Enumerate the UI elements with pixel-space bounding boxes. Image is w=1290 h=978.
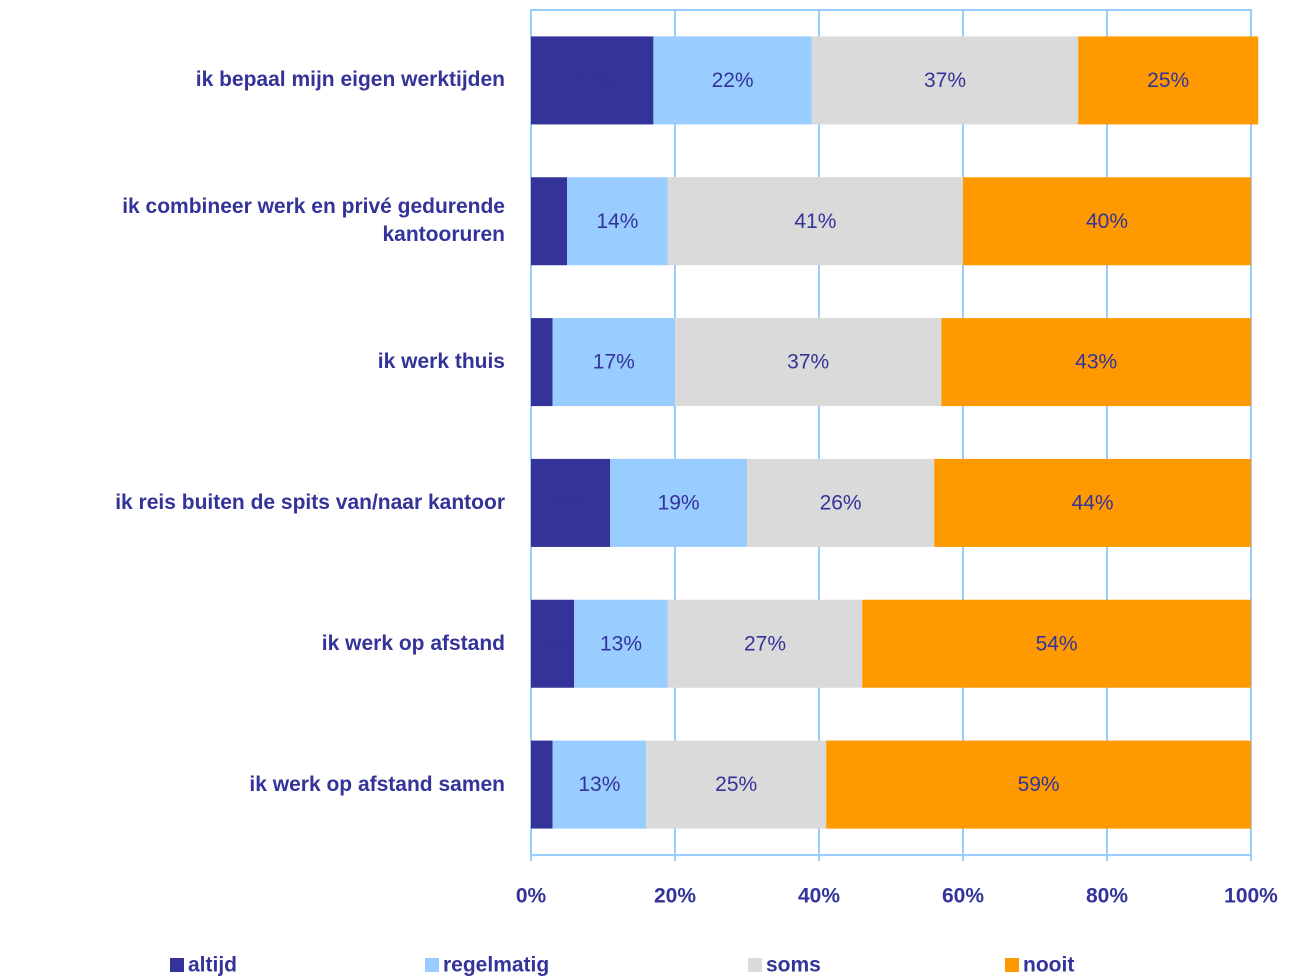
data-label: 37% [787, 351, 829, 374]
data-label: 27% [744, 632, 786, 655]
data-label: 22% [712, 69, 754, 92]
bar-segment [552, 318, 675, 407]
plot-frame [530, 9, 1252, 856]
legend-swatch [425, 958, 439, 972]
data-label: 43% [1075, 351, 1117, 374]
data-label: 17% [571, 69, 613, 92]
bar-segment [963, 177, 1251, 266]
data-label: 37% [924, 69, 966, 92]
bar-segment [747, 458, 935, 547]
bar-segment [531, 599, 575, 688]
bar-segment [653, 36, 812, 125]
x-tick-label: 60% [942, 885, 984, 908]
data-label: 19% [658, 491, 700, 514]
bar-segment [531, 177, 567, 266]
data-label: 44% [1072, 491, 1114, 514]
legend-label: soms [766, 954, 821, 977]
bar-segment [646, 740, 827, 829]
bar-segment [934, 458, 1251, 547]
bar-segment [574, 599, 668, 688]
bar-segment [667, 599, 863, 688]
category-label: ik werk op afstand [321, 631, 505, 655]
data-label: 25% [715, 773, 757, 796]
bar-segment [1078, 36, 1259, 125]
bar-segment [567, 177, 668, 266]
data-label: 59% [1018, 773, 1060, 796]
data-label: 11% [550, 491, 590, 514]
category-label: ik bepaal mijn eigen werktijden [195, 68, 505, 92]
bar-segment [811, 36, 1079, 125]
bar-segment [531, 318, 553, 407]
x-tick-label: 0% [516, 885, 547, 908]
bar-segment [862, 599, 1251, 688]
bar-segment [531, 458, 611, 547]
category-label: ik werk op afstand samen [249, 772, 505, 796]
bar-segment [941, 318, 1251, 407]
legend-swatch [170, 958, 184, 972]
data-label: 13% [600, 632, 642, 655]
bar-segment [826, 740, 1251, 829]
data-label: 54% [1036, 632, 1078, 655]
bar-segment [667, 177, 963, 266]
data-label: 14% [596, 210, 638, 233]
category-label: ik combineer werk en privé gedurende kan… [122, 195, 505, 247]
legend-swatch [1005, 958, 1019, 972]
x-tick-label: 80% [1086, 885, 1128, 908]
category-label: ik reis buiten de spits van/naar kantoor [115, 490, 505, 514]
data-label: 40% [1086, 210, 1128, 233]
data-label: 41% [794, 210, 836, 233]
data-label: 17% [593, 351, 635, 374]
data-label: 25% [1147, 69, 1189, 92]
legend-label: altijd [188, 954, 237, 977]
legend-label: regelmatig [443, 954, 549, 977]
data-label: 26% [820, 491, 862, 514]
category-label: ik werk thuis [377, 350, 505, 374]
x-tick-label: 20% [654, 885, 696, 908]
bar-segment [552, 740, 647, 829]
bar-segment [531, 36, 654, 125]
bar-segment [675, 318, 942, 407]
bar-segment [610, 458, 747, 547]
legend-swatch [748, 958, 762, 972]
x-tick-label: 100% [1224, 885, 1278, 908]
data-label: 13% [578, 773, 620, 796]
bar-segment [531, 740, 553, 829]
legend-label: nooit [1023, 954, 1074, 977]
data-label: 6% [537, 632, 567, 655]
x-tick-label: 40% [798, 885, 840, 908]
